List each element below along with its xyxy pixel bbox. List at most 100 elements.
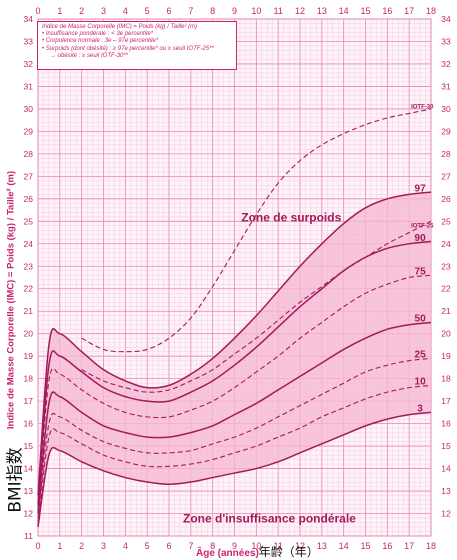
y-tick-right: 33	[441, 36, 451, 46]
y-tick-left: 11	[24, 531, 33, 541]
y-tick-right: 18	[441, 374, 451, 384]
y-tick-left: 13	[24, 486, 34, 496]
y-axis-title: Indice de Masse Corporelle (IMC) = Poids…	[4, 160, 18, 440]
x-tick-bottom: 2	[79, 541, 84, 551]
y-tick-right: 29	[441, 126, 451, 136]
x-tick-bottom: 9	[232, 541, 237, 551]
y-tick-right: 15	[441, 441, 451, 451]
y-tick-right: 26	[441, 194, 451, 204]
x-tick-bottom: 14	[339, 541, 349, 551]
y-tick-right: 31	[441, 81, 451, 91]
y-tick-right: 28	[441, 149, 451, 159]
y-tick-right: 25	[441, 216, 451, 226]
y-tick-right: 16	[441, 419, 451, 429]
curve-label-50: 50	[415, 314, 427, 325]
y-tick-right: 22	[441, 284, 451, 294]
y-tick-right: 17	[441, 396, 451, 406]
y-tick-right: 24	[441, 239, 451, 249]
x-tick-bottom: 17	[404, 541, 414, 551]
x-tick-top: 14	[339, 6, 349, 16]
x-tick-top: 8	[210, 6, 215, 16]
x-tick-top: 2	[79, 6, 84, 16]
y-tick-left: 28	[24, 149, 34, 159]
y-tick-left: 18	[24, 374, 34, 384]
y-tick-left: 30	[24, 104, 34, 114]
x-tick-top: 16	[382, 6, 392, 16]
x-tick-bottom: 11	[273, 541, 282, 551]
annotation-zone-surpoids: Zone de surpoids	[241, 210, 341, 224]
legend-line: • Insuffisance pondérale : < 3e percenti…	[42, 31, 154, 38]
y-tick-left: 32	[24, 59, 34, 69]
x-tick-bottom: 10	[251, 541, 261, 551]
y-tick-left: 31	[24, 81, 34, 91]
y-tick-right: 14	[441, 464, 451, 474]
x-tick-bottom: 13	[317, 541, 327, 551]
x-tick-bottom: 3	[101, 541, 106, 551]
x-tick-top: 18	[426, 6, 436, 16]
y-tick-left: 26	[24, 194, 34, 204]
x-tick-bottom: 5	[145, 541, 150, 551]
y-tick-left: 24	[24, 239, 34, 249]
x-tick-top: 11	[273, 6, 282, 16]
x-tick-top: 7	[188, 6, 193, 16]
y-tick-right: 21	[441, 306, 451, 316]
x-tick-top: 17	[404, 6, 414, 16]
x-tick-bottom: 1	[57, 541, 62, 551]
y-tick-left: 20	[24, 329, 34, 339]
x-tick-bottom: 18	[426, 541, 436, 551]
legend-line: Indice de Masse Corporelle (IMC) = Poids…	[42, 24, 197, 30]
legend-box: Indice de Masse Corporelle (IMC) = Poids…	[37, 21, 237, 70]
curve-label-10: 10	[415, 377, 427, 388]
curve-90	[37, 240, 432, 505]
curve-25	[37, 357, 432, 519]
y-tick-right: 20	[441, 329, 451, 339]
curve-50	[37, 321, 432, 514]
y-tick-left: 25	[24, 216, 34, 226]
x-tick-top: 4	[123, 6, 128, 16]
x-tick-top: 6	[166, 6, 171, 16]
tick-labels: 0011223344556677889910101111121213131414…	[24, 6, 451, 551]
y-tick-right: 27	[441, 171, 451, 181]
curve-label-25: 25	[415, 350, 427, 361]
x-axis-title: Âge (années)年龄（年）	[196, 543, 319, 560]
curve-10	[37, 384, 432, 523]
x-tick-top: 0	[35, 6, 40, 16]
x-tick-top: 12	[295, 6, 305, 16]
legend-line: • Corpulence normale : 3e – 97e percenti…	[42, 38, 159, 45]
x-axis-note-text: 年龄（年）	[258, 545, 319, 559]
y-axis-note-text: BMI指数	[5, 447, 26, 513]
curve-97	[37, 191, 432, 496]
percentile-curves	[37, 108, 432, 528]
x-tick-bottom: 0	[35, 541, 40, 551]
y-tick-right: 19	[441, 351, 451, 361]
y-tick-right: 23	[441, 261, 451, 271]
y-tick-right: 13	[441, 486, 451, 496]
x-tick-top: 10	[251, 6, 261, 16]
curve-label-90: 90	[415, 233, 427, 244]
annotation-zone-insuffisance: Zone d'insuffisance pondérale	[183, 512, 356, 526]
y-tick-left: 21	[24, 306, 34, 316]
y-tick-left: 22	[24, 284, 34, 294]
normal-zone-fill	[38, 192, 431, 528]
y-tick-left: 33	[24, 36, 34, 46]
normal-zone-band	[38, 192, 431, 528]
y-tick-left: 19	[24, 351, 34, 361]
x-tick-bottom: 4	[123, 541, 128, 551]
y-tick-left: 23	[24, 261, 34, 271]
legend-line: → obésité : ≥ seuil IOTF-30**	[50, 52, 128, 59]
x-tick-bottom: 16	[382, 541, 392, 551]
x-tick-top: 5	[145, 6, 150, 16]
curve-labels: 97 90 75 50 25 10 3 IOTF-30 IOTF-25	[411, 104, 434, 414]
y-tick-right: 32	[441, 59, 451, 69]
curve-75	[37, 274, 432, 510]
x-tick-bottom: 15	[360, 541, 370, 551]
y-tick-right: 30	[441, 104, 451, 114]
curve-label-iotf-30: IOTF-30	[411, 104, 434, 110]
curve-label-3: 3	[417, 404, 423, 415]
x-tick-top: 3	[101, 6, 106, 16]
y-axis-title-text: Indice de Masse Corporelle (IMC) = Poids…	[5, 170, 17, 430]
y-tick-left: 15	[24, 441, 34, 451]
x-tick-bottom: 12	[295, 541, 305, 551]
curve-label-iotf-25: IOTF-25	[411, 224, 434, 230]
